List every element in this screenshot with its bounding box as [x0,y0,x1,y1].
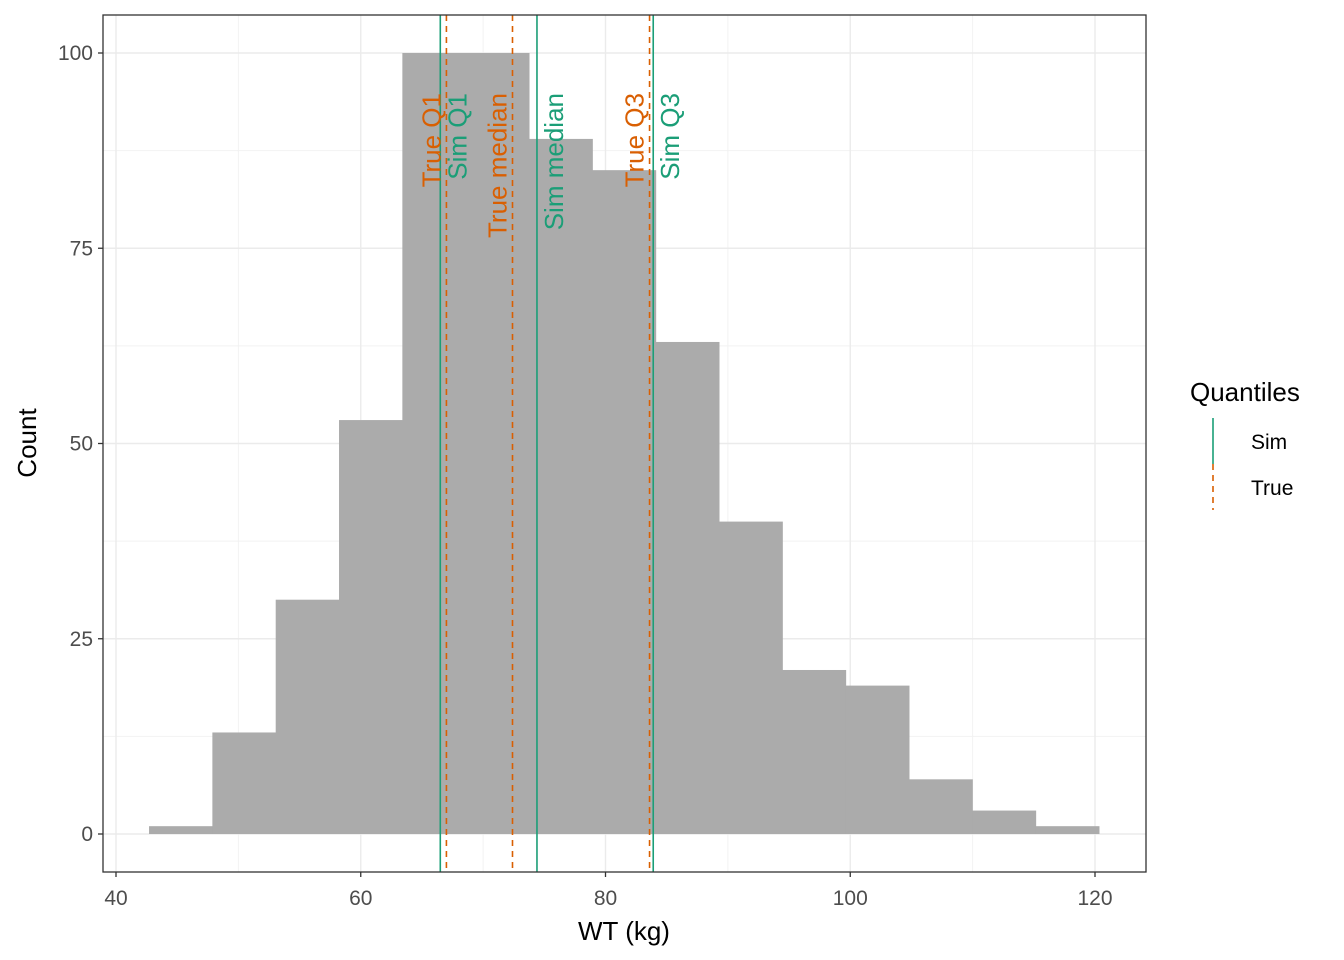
histogram-bar [719,521,783,834]
x-tick-label: 80 [594,887,617,910]
axes: 40 60 80 100 120 0 25 50 75 100 [58,42,1113,910]
histogram-bar [655,341,720,834]
quantile-labels: Sim Q1 Sim median Sim Q3 True Q1 True median… [416,93,685,238]
y-axis-title: Count [12,408,42,478]
histogram-bar [908,779,973,834]
quantile-label: Sim median [539,93,569,230]
y-tick-label: 0 [81,823,93,846]
histogram-bar [402,53,467,834]
x-tick-label: 60 [349,887,372,910]
quantile-label: True Q1 [416,93,446,187]
bars [149,53,1100,834]
quantile-label: True median [482,93,512,238]
y-tick-label: 50 [70,433,93,456]
x-tick-label: 120 [1077,887,1112,910]
legend-title: Quantiles [1190,377,1300,407]
histogram-bar [275,599,340,834]
legend: Quantiles Sim True [1190,377,1300,510]
x-tick-label: 40 [104,887,127,910]
y-tick-label: 100 [58,42,93,65]
x-tick-label: 100 [833,887,868,910]
histogram-bar [529,138,593,834]
histogram-bar [782,669,847,834]
histogram-bar [339,420,403,834]
x-axis-title: WT (kg) [578,916,670,946]
y-tick-label: 25 [70,628,93,651]
quantile-lines [439,15,655,872]
quantile-label: Sim Q3 [655,93,685,180]
histogram-bar [1035,826,1100,834]
histogram-bar [465,53,530,834]
y-tick-label: 75 [70,237,93,260]
histogram-bar [149,826,213,834]
quantile-label: True Q3 [620,93,650,187]
histogram-bar [212,732,277,834]
legend-label: Sim [1251,431,1287,454]
histogram-bar [972,810,1037,834]
histogram-bar [592,170,657,834]
histogram-bar [845,685,910,834]
legend-label: True [1251,477,1293,500]
quantile-label: Sim Q1 [442,93,472,180]
